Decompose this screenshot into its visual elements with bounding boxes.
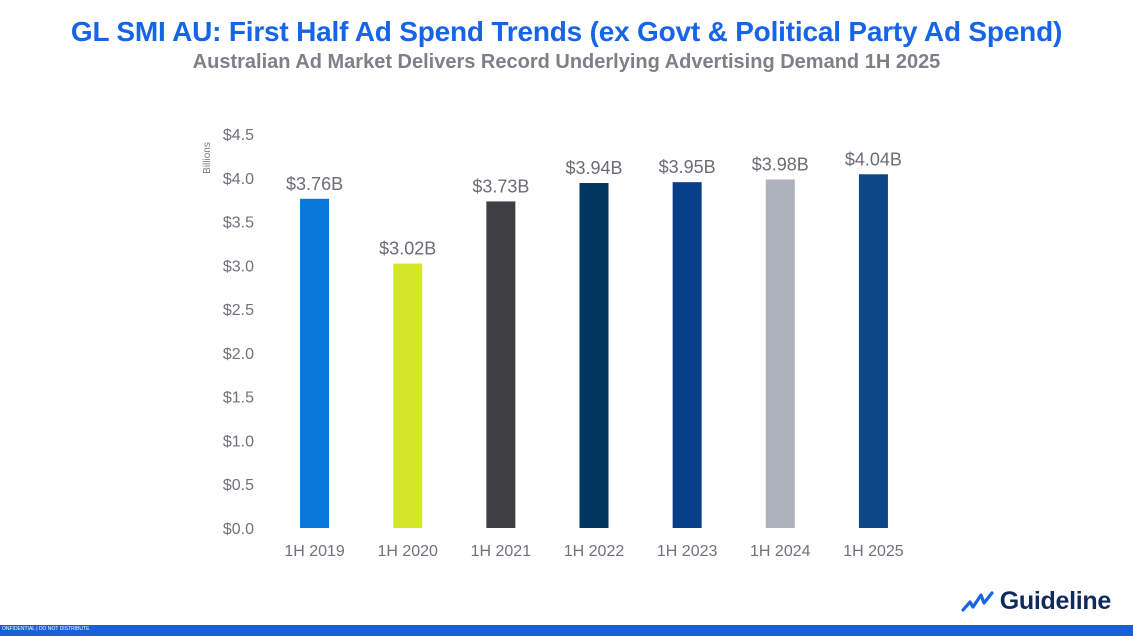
data-label: $3.02B	[379, 239, 436, 259]
data-label: $3.76B	[286, 174, 343, 194]
y-tick-label: $0.0	[223, 521, 254, 538]
guideline-wave-icon	[961, 590, 995, 614]
x-tick-label: 1H 2024	[750, 543, 811, 560]
y-tick-label: $4.5	[223, 127, 254, 144]
chart-subtitle: Australian Ad Market Delivers Record Und…	[192, 51, 941, 73]
y-tick-label: $1.5	[223, 390, 254, 407]
x-tick-label: 1H 2020	[377, 543, 438, 560]
logo-text: Guideline	[999, 587, 1112, 615]
data-label: $3.98B	[752, 155, 809, 175]
bar	[579, 183, 609, 528]
y-tick-label: $4.0	[223, 171, 254, 188]
bar-chart: Billions $0.0 $0.5 $1.0 $1.5 $2.0 $2.5 $3.0 $3.5…	[202, 127, 904, 560]
y-tick-label: $2.0	[223, 346, 254, 363]
x-tick-label: 1H 2023	[657, 543, 718, 560]
y-tick-label: $0.5	[223, 477, 254, 494]
x-tick-label: 1H 2019	[284, 543, 345, 560]
data-label: $3.73B	[472, 176, 529, 196]
chart-title: GL SMI AU: First Half Ad Spend Trends (e…	[70, 16, 1063, 47]
y-tick-label: $1.0	[223, 433, 254, 450]
y-axis-title: Billions	[202, 142, 213, 174]
y-tick-label: $3.0	[223, 258, 254, 275]
x-tick-label: 1H 2022	[564, 543, 625, 560]
footer-text: ONFIDENTIAL | DO NOT DISTRIBUTE	[2, 626, 90, 632]
x-tick-label: 1H 2025	[843, 543, 904, 560]
data-label: $3.94B	[565, 158, 622, 178]
y-tick-label: $3.5	[223, 215, 254, 232]
bar	[486, 201, 516, 528]
bar	[765, 179, 795, 529]
guideline-logo: Guideline	[961, 587, 1111, 616]
bar	[672, 182, 702, 528]
bar	[858, 174, 888, 528]
bar	[393, 263, 423, 528]
data-label: $4.04B	[845, 149, 902, 169]
footer-bar: ONFIDENTIAL | DO NOT DISTRIBUTE	[0, 625, 1133, 636]
data-label: $3.95B	[659, 157, 716, 177]
y-tick-label: $2.5	[223, 302, 254, 319]
x-tick-label: 1H 2021	[471, 543, 532, 560]
bar	[300, 198, 330, 528]
